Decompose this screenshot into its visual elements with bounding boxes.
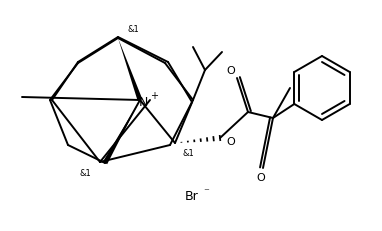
Text: ⁻: ⁻ bbox=[203, 187, 209, 197]
Text: O: O bbox=[226, 137, 235, 147]
Text: O: O bbox=[227, 66, 235, 76]
Text: +: + bbox=[150, 91, 158, 101]
Text: O: O bbox=[257, 173, 265, 183]
Text: &1: &1 bbox=[183, 149, 195, 158]
Text: &1: &1 bbox=[128, 25, 140, 34]
Text: N: N bbox=[138, 97, 148, 109]
Text: Br: Br bbox=[185, 189, 199, 203]
Text: &1: &1 bbox=[79, 168, 91, 177]
Polygon shape bbox=[103, 100, 140, 164]
Polygon shape bbox=[118, 38, 142, 101]
